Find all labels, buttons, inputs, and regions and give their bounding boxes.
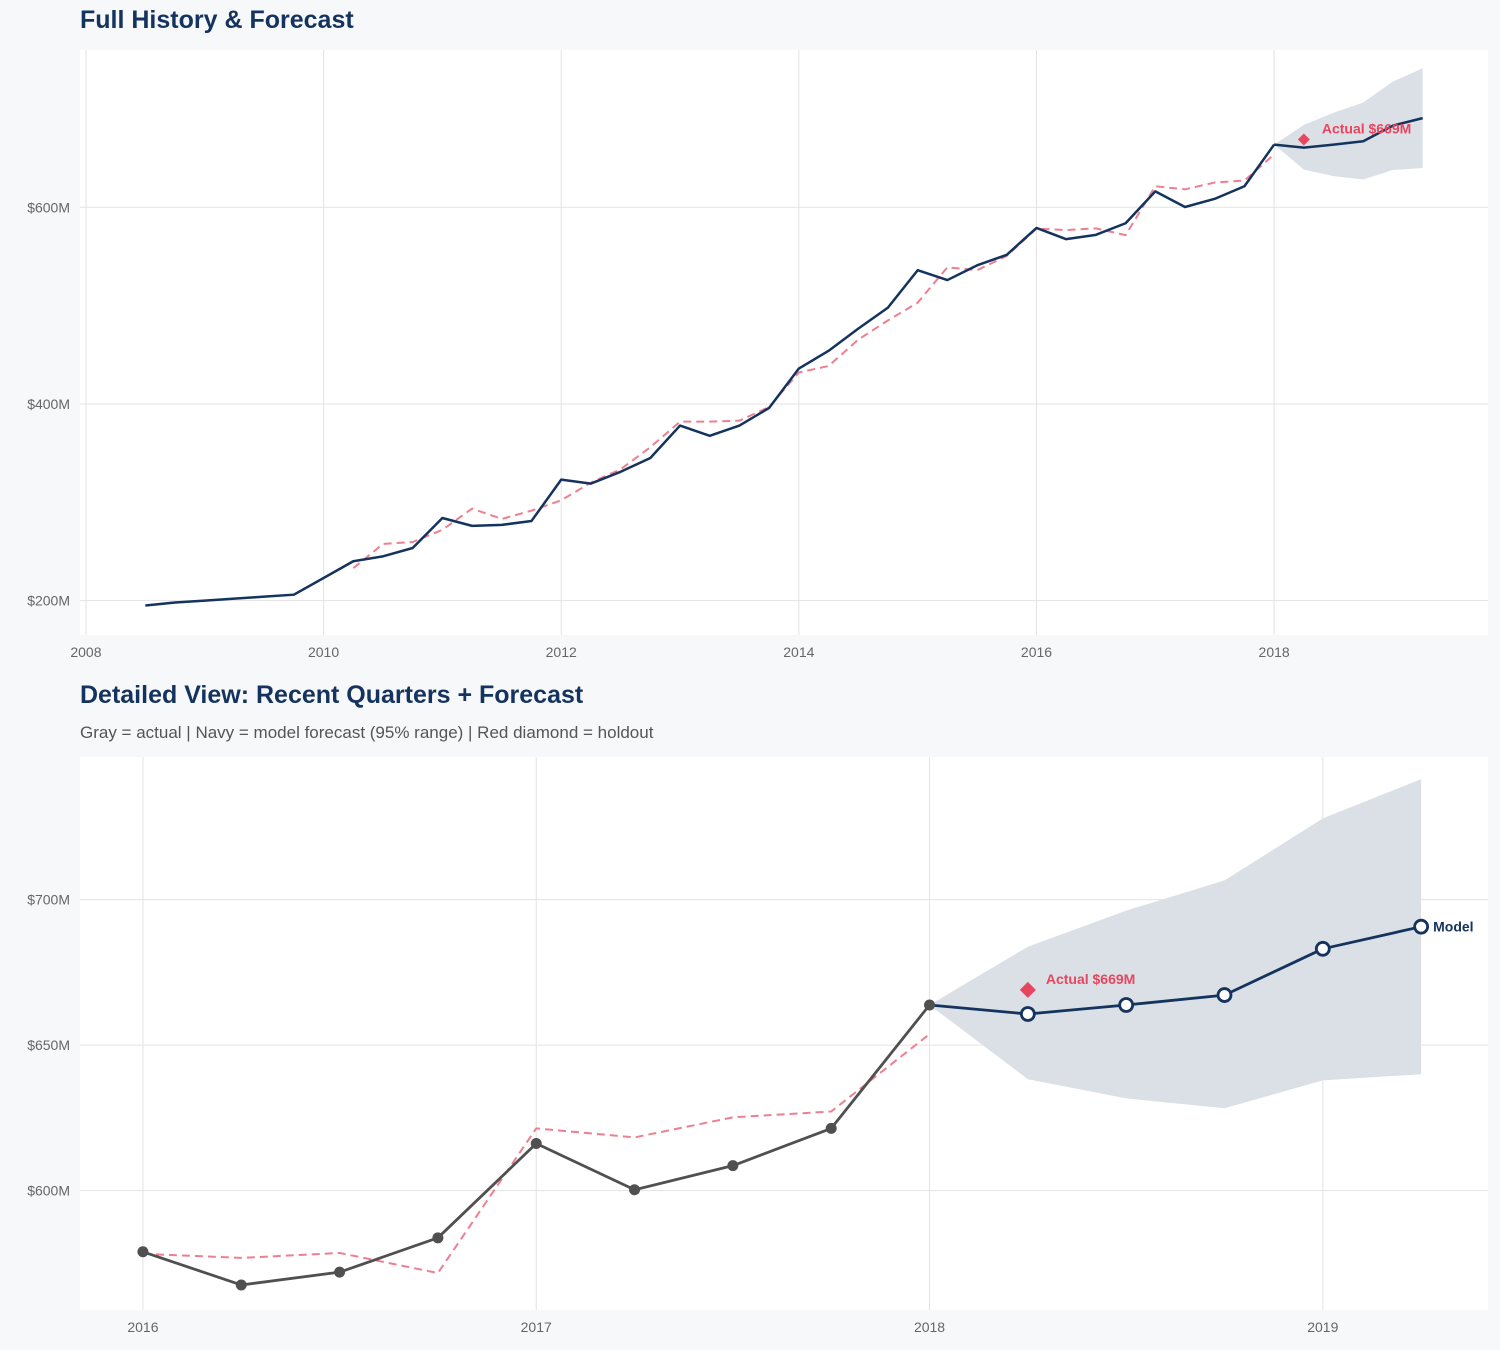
fitted-dashed-line: [142, 1033, 931, 1275]
chart-0: $200M $400M $600M 2008 2010 2012 2014 2016 2018 A…: [27, 50, 1488, 660]
actual-point: [727, 1160, 739, 1172]
x-tick-label: 2014: [783, 644, 814, 660]
forecast-line: [929, 925, 1422, 1016]
forecast-point: [1413, 918, 1430, 935]
x-tick-label: 2018: [1259, 644, 1290, 660]
chart-title-bottom: Detailed View: Recent Quarters + Forecas…: [80, 681, 584, 709]
actual-point: [432, 1232, 444, 1244]
x-tick-label: 2012: [546, 644, 577, 660]
forecast-interval-band: [929, 779, 1422, 1109]
x-tick-label: 2018: [914, 1319, 945, 1335]
x-tick-label: 2019: [1307, 1319, 1338, 1335]
forecast-interval-band: [1274, 68, 1423, 180]
y-tick-label: $600M: [27, 199, 70, 215]
actual-line: [145, 143, 1276, 607]
fitted-dashed-line: [352, 153, 1275, 569]
holdout-diamond: [1019, 981, 1036, 998]
holdout-label: Actual $669M: [1322, 120, 1411, 136]
chart-1: $600M $650M $700M 2016 2017 2018 2019 Model Actu…: [27, 757, 1488, 1335]
actual-point: [629, 1184, 641, 1196]
forecast-end-label: Model: [1433, 919, 1473, 935]
actual-point: [334, 1266, 346, 1278]
x-tick-label: 2017: [521, 1319, 552, 1335]
y-tick-label: $600M: [27, 1183, 70, 1199]
plot-area: [80, 50, 1488, 635]
forecast-point: [1019, 1006, 1036, 1022]
chart-subtitle-bottom: Gray = actual | Navy = model forecast (9…: [80, 723, 654, 742]
actual-point: [137, 1246, 149, 1258]
y-tick-label: $200M: [27, 593, 70, 609]
actual-point: [530, 1138, 542, 1150]
holdout-label: Actual $669M: [1046, 971, 1135, 987]
y-tick-label: $700M: [27, 892, 70, 908]
forecast-line: [1273, 116, 1423, 149]
actual-point: [924, 999, 936, 1011]
forecast-point: [1216, 987, 1233, 1003]
y-tick-label: $400M: [27, 396, 70, 412]
forecast-point: [1314, 940, 1331, 957]
x-tick-label: 2016: [127, 1319, 158, 1335]
x-tick-label: 2008: [70, 644, 101, 660]
y-tick-label: $650M: [27, 1037, 70, 1053]
x-tick-label: 2016: [1021, 644, 1052, 660]
actual-point: [825, 1122, 837, 1134]
forecast-point: [1118, 997, 1135, 1013]
actual-point: [235, 1279, 247, 1291]
chart-title-top: Full History & Forecast: [80, 6, 354, 34]
x-tick-label: 2010: [308, 644, 339, 660]
holdout-diamond: [1297, 133, 1310, 146]
